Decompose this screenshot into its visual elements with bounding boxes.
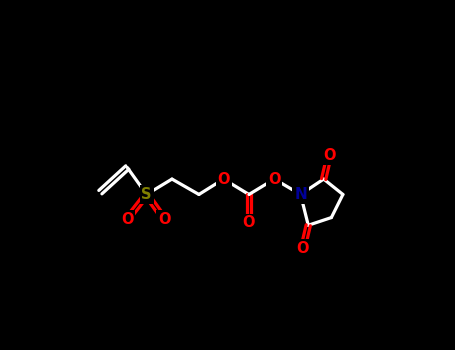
Text: O: O xyxy=(323,148,335,163)
Text: N: N xyxy=(294,187,307,202)
Text: O: O xyxy=(217,172,230,187)
Text: O: O xyxy=(121,212,134,226)
Text: O: O xyxy=(297,241,309,256)
Text: O: O xyxy=(158,212,171,226)
Text: O: O xyxy=(243,216,255,230)
Text: O: O xyxy=(268,172,281,187)
Text: S: S xyxy=(142,187,152,202)
